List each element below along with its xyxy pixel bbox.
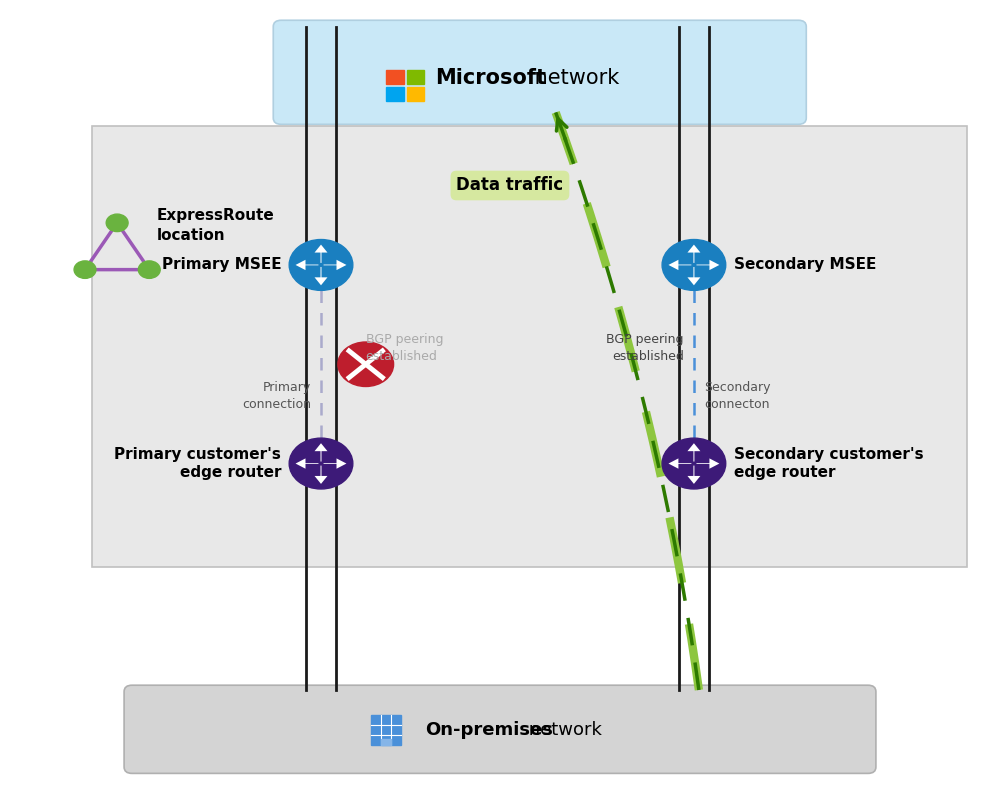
Text: network: network	[523, 721, 602, 738]
Bar	[386, 70, 404, 84]
FancyArrow shape	[296, 458, 318, 469]
FancyArrow shape	[687, 267, 700, 286]
Text: On-premises: On-premises	[425, 721, 553, 738]
FancyArrow shape	[668, 260, 691, 270]
FancyArrow shape	[324, 458, 346, 469]
FancyArrow shape	[668, 458, 691, 469]
Text: Primary customer's
edge router: Primary customer's edge router	[114, 446, 281, 480]
FancyArrow shape	[315, 466, 327, 484]
FancyArrow shape	[315, 443, 327, 462]
Text: Primary MSEE: Primary MSEE	[162, 258, 281, 273]
Bar	[407, 86, 424, 101]
FancyArrow shape	[315, 267, 327, 286]
FancyBboxPatch shape	[124, 686, 876, 774]
FancyArrow shape	[296, 260, 318, 270]
Circle shape	[662, 239, 726, 290]
Text: Secondary MSEE: Secondary MSEE	[734, 258, 876, 273]
FancyArrow shape	[696, 260, 719, 270]
Text: ExpressRoute
location: ExpressRoute location	[157, 208, 275, 242]
Text: Secondary customer's
edge router: Secondary customer's edge router	[734, 446, 923, 480]
Circle shape	[289, 239, 353, 290]
FancyArrow shape	[315, 245, 327, 263]
FancyArrow shape	[687, 466, 700, 484]
Circle shape	[662, 438, 726, 489]
FancyArrow shape	[696, 458, 719, 469]
Circle shape	[106, 214, 128, 231]
Bar	[386, 86, 404, 101]
FancyArrow shape	[687, 245, 700, 263]
Text: network: network	[528, 68, 619, 88]
Bar	[407, 70, 424, 84]
Text: Primary
connection: Primary connection	[242, 381, 311, 411]
Circle shape	[138, 261, 160, 278]
Circle shape	[338, 342, 394, 386]
Circle shape	[74, 261, 96, 278]
Text: Microsoft: Microsoft	[435, 68, 546, 88]
Bar	[371, 714, 401, 745]
Bar	[381, 738, 391, 745]
FancyArrow shape	[687, 443, 700, 462]
Text: BGP peering
established: BGP peering established	[366, 334, 443, 363]
FancyBboxPatch shape	[92, 126, 967, 567]
Text: Secondary
connecton: Secondary connecton	[704, 381, 770, 411]
FancyBboxPatch shape	[273, 20, 806, 124]
Circle shape	[289, 438, 353, 489]
FancyArrow shape	[324, 260, 346, 270]
Text: Data traffic: Data traffic	[456, 177, 564, 194]
Text: BGP peering
established: BGP peering established	[606, 334, 684, 363]
